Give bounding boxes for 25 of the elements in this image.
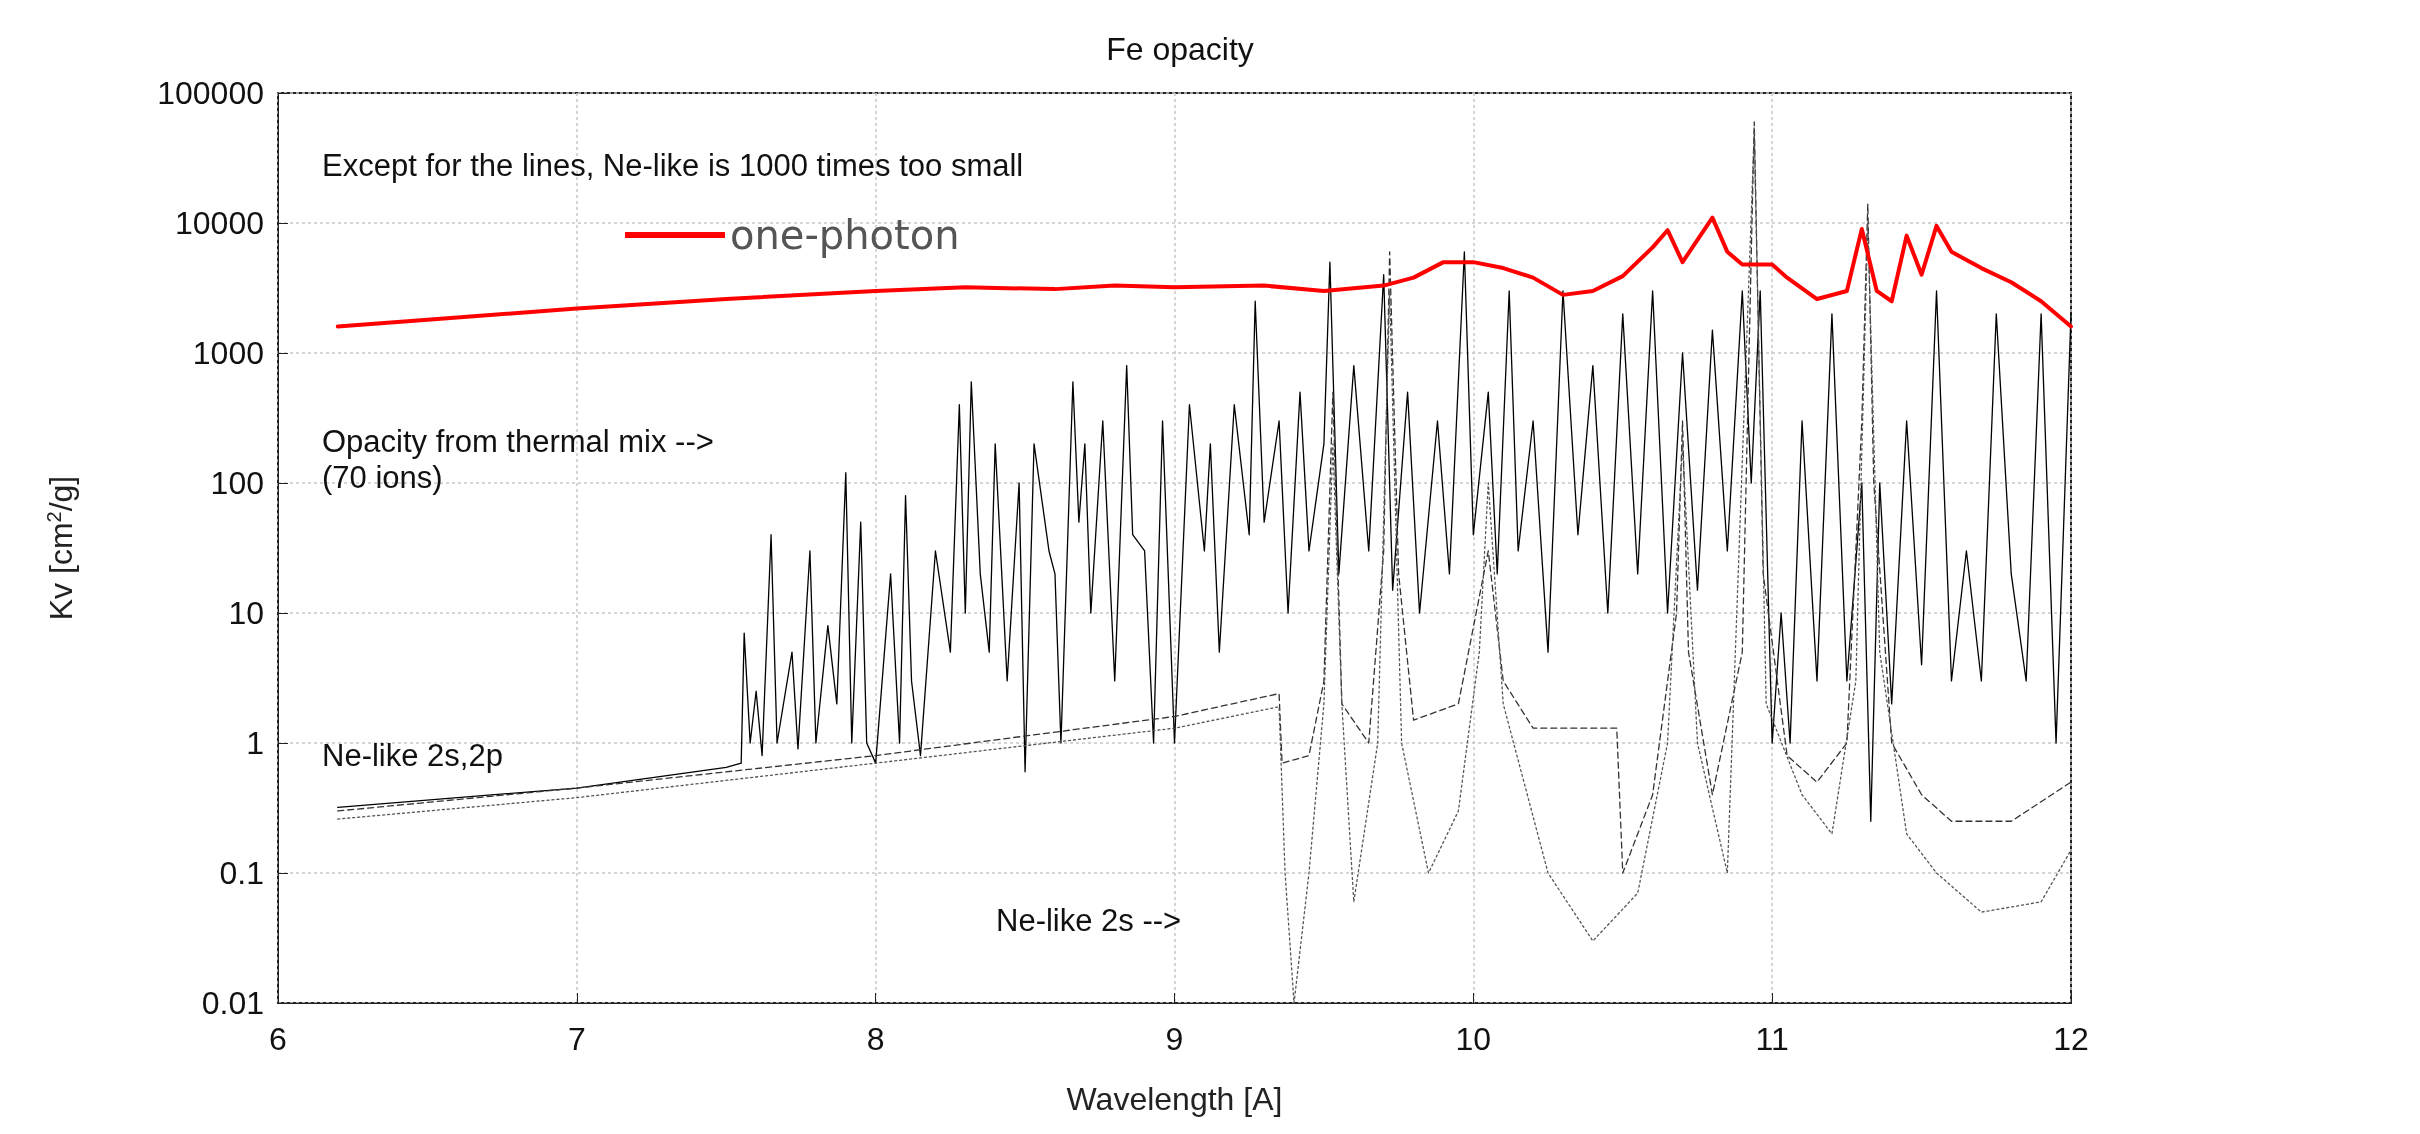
y-tick-label: 10 — [228, 595, 264, 631]
y-tick-label: 100 — [210, 465, 264, 501]
annotation: Ne-like 2s --> — [996, 903, 1182, 938]
y-axis-title: Kv [cm2/g] — [43, 475, 79, 621]
y-tick-label: 1000 — [192, 335, 264, 371]
y-tick-label: 100000 — [157, 75, 264, 111]
x-tick-label: 9 — [1165, 1021, 1184, 1057]
y-tick-label: 10000 — [175, 205, 264, 241]
annotation: (70 ions) — [322, 460, 443, 495]
annotation: Opacity from thermal mix --> — [322, 424, 714, 459]
y-tick-label: 1 — [246, 725, 264, 761]
y-tick-label: 0.1 — [219, 855, 264, 891]
x-tick-label: 7 — [567, 1021, 586, 1057]
legend-label: one-photon — [730, 212, 960, 258]
y-tick-label: 0.01 — [201, 985, 264, 1021]
annotation: Except for the lines, Ne-like is 1000 times too small — [322, 148, 1024, 183]
x-tick-label: 12 — [2053, 1021, 2089, 1057]
x-axis-title: Wavelength [A] — [1066, 1081, 1283, 1117]
x-tick-label: 11 — [1755, 1021, 1789, 1057]
annotation: Ne-like 2s,2p — [322, 738, 503, 773]
x-tick-label: 8 — [866, 1021, 885, 1057]
line-series — [335, 215, 2073, 329]
x-tick-label: 10 — [1455, 1021, 1492, 1057]
chart-title: Fe opacity — [1106, 31, 1254, 67]
x-tick-label: 6 — [269, 1021, 287, 1057]
